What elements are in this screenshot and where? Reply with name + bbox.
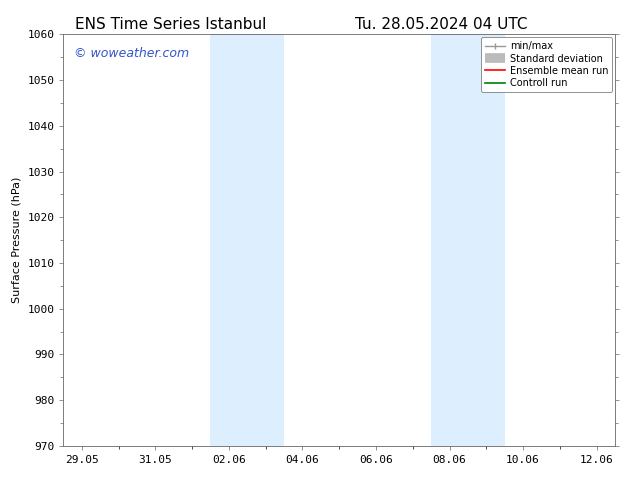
Text: ENS Time Series Istanbul: ENS Time Series Istanbul: [75, 17, 266, 32]
Bar: [431, 34, 505, 446]
Legend: min/max, Standard deviation, Ensemble mean run, Controll run: min/max, Standard deviation, Ensemble me…: [481, 37, 612, 92]
Text: © woweather.com: © woweather.com: [74, 47, 190, 60]
Text: Tu. 28.05.2024 04 UTC: Tu. 28.05.2024 04 UTC: [355, 17, 527, 32]
Y-axis label: Surface Pressure (hPa): Surface Pressure (hPa): [12, 177, 22, 303]
Bar: [210, 34, 284, 446]
